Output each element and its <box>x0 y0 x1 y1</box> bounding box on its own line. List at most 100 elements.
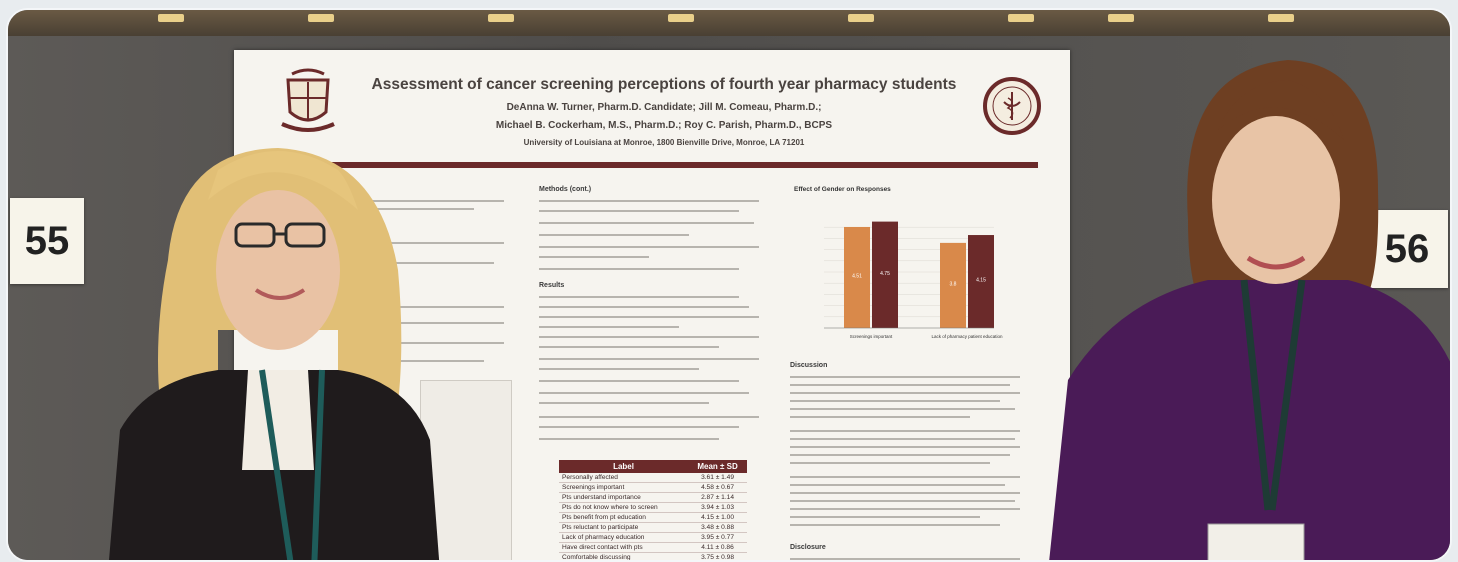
poster-authors-2: Michael B. Cockerham, M.S., Pharm.D.; Ro… <box>495 120 833 131</box>
text-line <box>539 392 749 394</box>
statistics-table: Label Mean ± SD Personally affected 3.61 … <box>559 460 747 560</box>
text-line <box>790 376 1020 378</box>
text-line <box>354 200 504 202</box>
table-row: Pts do not know where to screen 3.94 ± 1.… <box>559 502 747 513</box>
table-cell-label: Comfortable discussing <box>559 552 689 560</box>
text-line <box>354 306 504 308</box>
text-line <box>539 326 679 328</box>
text-line <box>790 484 1005 486</box>
text-line <box>354 262 494 264</box>
text-line <box>790 508 1020 510</box>
table-cell-label: Pts benefit from pt education <box>559 512 689 523</box>
table-cell-label: Lack of pharmacy education <box>559 532 689 543</box>
text-line <box>790 492 1020 494</box>
chart-data-label: 3.8 <box>950 281 957 287</box>
table-cell-value: 4.11 ± 0.86 <box>688 542 747 553</box>
text-line <box>539 316 759 318</box>
university-crest-icon <box>281 68 335 132</box>
table-cell-value: 4.58 ± 0.67 <box>688 482 747 493</box>
text-line <box>354 342 504 344</box>
text-line <box>539 246 759 248</box>
table-row: Have direct contact with pts 4.11 ± 0.86 <box>559 542 747 553</box>
table-cell-value: 3.48 ± 0.88 <box>688 522 747 533</box>
chart-bar <box>940 242 966 328</box>
text-line <box>539 416 759 418</box>
table-cell-label: Pts do not know where to screen <box>559 502 689 513</box>
text-line <box>539 256 649 258</box>
table-row: Comfortable discussing 3.75 ± 0.98 <box>559 552 747 560</box>
text-line <box>790 416 970 418</box>
table-cell-label: Personally affected <box>559 473 689 483</box>
table-header-value: Mean ± SD <box>688 460 747 473</box>
text-line <box>539 336 759 338</box>
chart-data-label: 4.51 <box>852 273 862 279</box>
text-line <box>790 446 1020 448</box>
ceiling-light <box>848 14 874 22</box>
text-line <box>790 462 990 464</box>
gender-response-chart: 4.51 4.75 Screenings important 3.8 4.15 Lack … <box>824 221 1003 339</box>
chart-title: Effect of Gender on Responses <box>794 186 891 193</box>
text-line <box>354 360 484 362</box>
text-line <box>790 476 1020 478</box>
text-line <box>790 500 1015 502</box>
text-line <box>539 222 754 224</box>
chart-bar <box>872 221 898 328</box>
chart-category-label: Lack of pharmacy patient education <box>931 334 1003 339</box>
table-cell-label: Have direct contact with pts <box>559 542 689 553</box>
table-row: Pts benefit from pt education 4.15 ± 1.00 <box>559 512 747 523</box>
table-cell-label: Pts reluctant to participate <box>559 522 689 533</box>
text-line <box>790 524 1000 526</box>
text-line <box>790 400 1000 402</box>
ceiling-light <box>158 14 184 22</box>
text-line <box>790 558 1020 560</box>
table-cell-value: 3.61 ± 1.49 <box>688 473 747 483</box>
ceiling-light <box>1108 14 1134 22</box>
presenter-left <box>109 148 440 560</box>
table-row: Screenings important 4.58 ± 0.67 <box>559 482 747 493</box>
pharmacy-seal-icon <box>983 77 1041 135</box>
text-line <box>539 346 719 348</box>
poster-affiliation: University of Louisiana at Monroe, 1800 … <box>523 138 805 147</box>
text-line <box>539 358 759 360</box>
text-line <box>539 268 739 270</box>
text-line <box>539 438 719 440</box>
table-row: Pts understand importance 2.87 ± 1.14 <box>559 492 747 503</box>
chart-category-label: Screenings important <box>850 334 893 339</box>
table-header-label: Label <box>559 460 689 473</box>
booth-number-right: 56 <box>1366 210 1448 288</box>
chart-bar <box>844 226 870 328</box>
text-line <box>790 384 1010 386</box>
text-line <box>354 208 474 210</box>
ceiling-light <box>1008 14 1034 22</box>
booth-number-left: 55 <box>10 198 84 284</box>
photo-frame: 55 56 Assessment of cancer screening per… <box>6 8 1452 562</box>
text-line <box>539 380 739 382</box>
text-line <box>790 454 1010 456</box>
table-cell-label: Pts understand importance <box>559 492 689 503</box>
ceiling-light <box>488 14 514 22</box>
text-line <box>790 438 1015 440</box>
text-line <box>539 234 689 236</box>
table-cell-value: 3.75 ± 0.98 <box>688 552 747 560</box>
text-line <box>539 426 739 428</box>
chart-bar <box>968 235 994 328</box>
discussion-heading: Discussion <box>790 362 828 369</box>
text-line <box>539 306 749 308</box>
table-cell-label: Screenings important <box>559 482 689 493</box>
text-line <box>790 392 1020 394</box>
table-cell-value: 3.95 ± 0.77 <box>688 532 747 543</box>
table-cell-value: 2.87 ± 1.14 <box>688 492 747 503</box>
poster-authors-1: DeAnna W. Turner, Pharm.D. Candidate; Ji… <box>506 102 822 113</box>
table-row: Personally affected 3.61 ± 1.49 <box>559 473 747 483</box>
table-cell-value: 3.94 ± 1.03 <box>688 502 747 513</box>
text-line <box>354 322 504 324</box>
poster-title: Assessment of cancer screening perceptio… <box>371 76 957 93</box>
text-line <box>790 430 1020 432</box>
title-divider <box>320 162 1038 168</box>
text-line <box>790 516 980 518</box>
ceiling-light <box>308 14 334 22</box>
results-heading: Results <box>539 282 565 289</box>
chart-data-label: 4.15 <box>976 278 986 284</box>
text-line <box>354 242 504 244</box>
text-line <box>539 402 709 404</box>
